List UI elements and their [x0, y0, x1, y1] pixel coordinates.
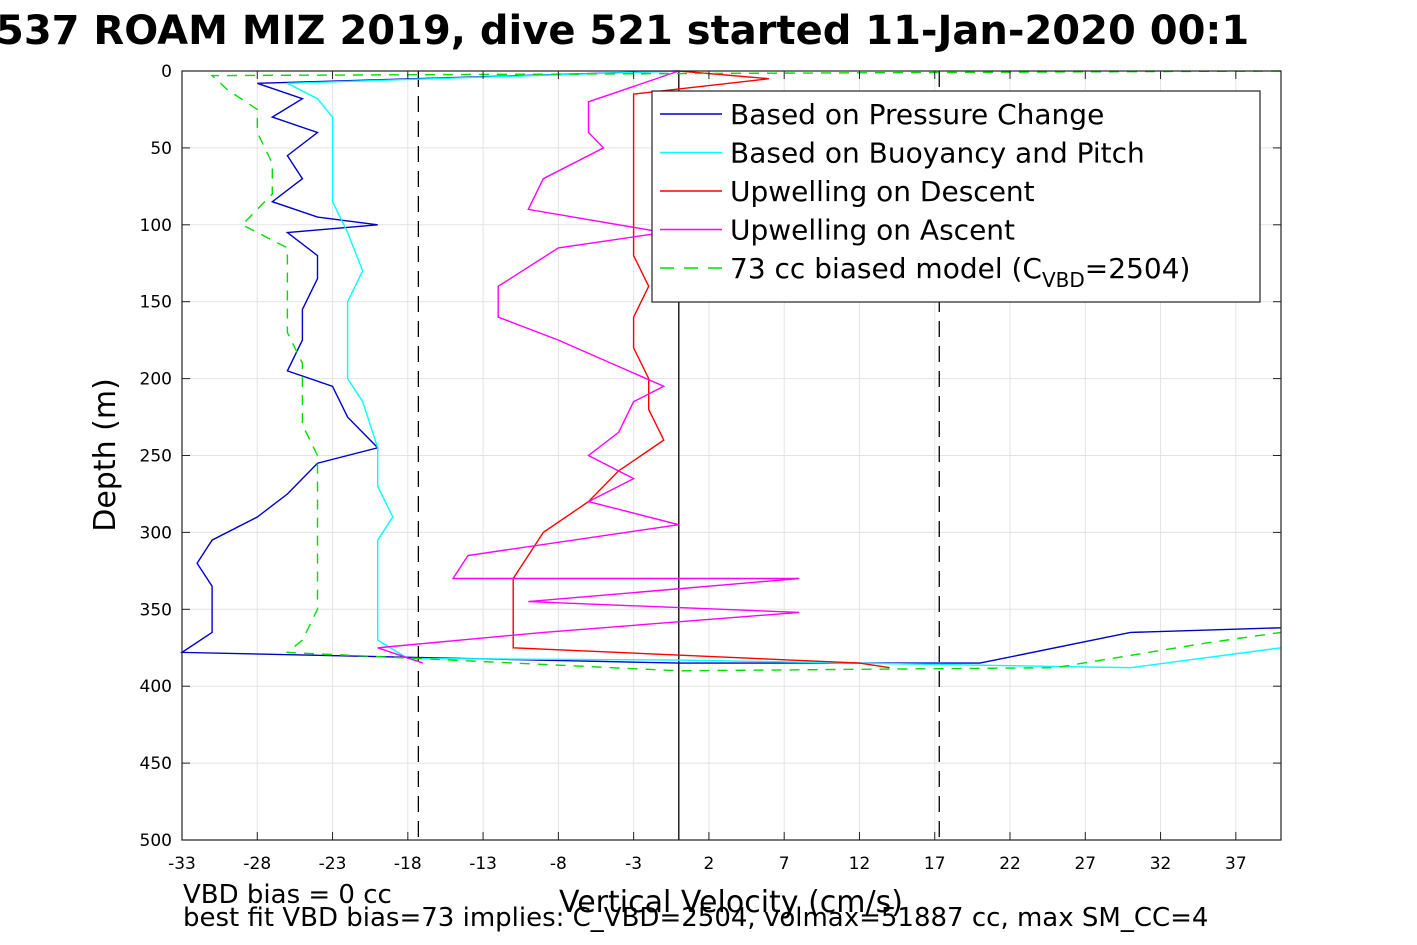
legend-label: Based on Buoyancy and Pitch — [730, 137, 1145, 170]
y-ticks: 0 50 100 150 200 250 300 350 400 450 500 — [140, 62, 1281, 851]
annotation-vbd-bias: VBD bias = 0 cc — [183, 880, 392, 910]
legend-label: Upwelling on Ascent — [730, 214, 1015, 247]
y-tick-label: 50 — [150, 139, 172, 159]
y-tick-label: 100 — [140, 216, 172, 236]
chart-title: 537 ROAM MIZ 2019, dive 521 started 11-J… — [0, 8, 1249, 54]
x-tick-label: 12 — [849, 854, 871, 874]
x-tick-label: -28 — [243, 854, 271, 874]
x-tick-label: 32 — [1150, 854, 1172, 874]
legend-label: Based on Pressure Change — [730, 98, 1104, 131]
series-line-1 — [179, 70, 1282, 664]
legend-label: Upwelling on Descent — [730, 175, 1035, 208]
x-ticks: -33 -28 -23 -18 -13 -8 -3 2 7 12 17 22 27 32 37 — [168, 71, 1247, 874]
y-tick-label: 400 — [140, 677, 172, 697]
legend: Based on Pressure Change Based on Buoyanc… — [651, 90, 1261, 303]
x-tick-label: 22 — [999, 854, 1021, 874]
y-axis-label: Depth (m) — [88, 378, 123, 532]
x-axis-label: Vertical Velocity (cm/s) — [559, 885, 903, 920]
x-tick-label: -33 — [168, 854, 196, 874]
series-line-4 — [377, 70, 800, 664]
x-tick-label: -3 — [625, 854, 642, 874]
x-tick-label: 37 — [1225, 854, 1247, 874]
series-layer — [179, 70, 1282, 672]
y-tick-label: 300 — [140, 523, 172, 543]
x-tick-label: 27 — [1074, 854, 1096, 874]
x-tick-label: -23 — [319, 854, 347, 874]
x-tick-label: -8 — [550, 854, 567, 874]
y-tick-label: 450 — [140, 754, 172, 774]
x-tick-label: 2 — [704, 854, 715, 874]
y-tick-label: 500 — [140, 831, 172, 851]
y-tick-label: 350 — [140, 600, 172, 620]
y-tick-label: 150 — [140, 293, 172, 313]
x-tick-label: 7 — [779, 854, 790, 874]
series-line-5 — [210, 70, 1282, 672]
x-tick-label: 17 — [924, 854, 946, 874]
y-tick-label: 250 — [140, 447, 172, 467]
legend-box — [651, 90, 1261, 303]
x-tick-label: -13 — [469, 854, 497, 874]
annotation-best-fit: best fit VBD bias=73 implies: C_VBD=2504… — [183, 903, 1208, 933]
y-tick-label: 0 — [161, 62, 172, 82]
x-tick-label: -18 — [394, 854, 422, 874]
y-tick-label: 200 — [140, 370, 172, 390]
